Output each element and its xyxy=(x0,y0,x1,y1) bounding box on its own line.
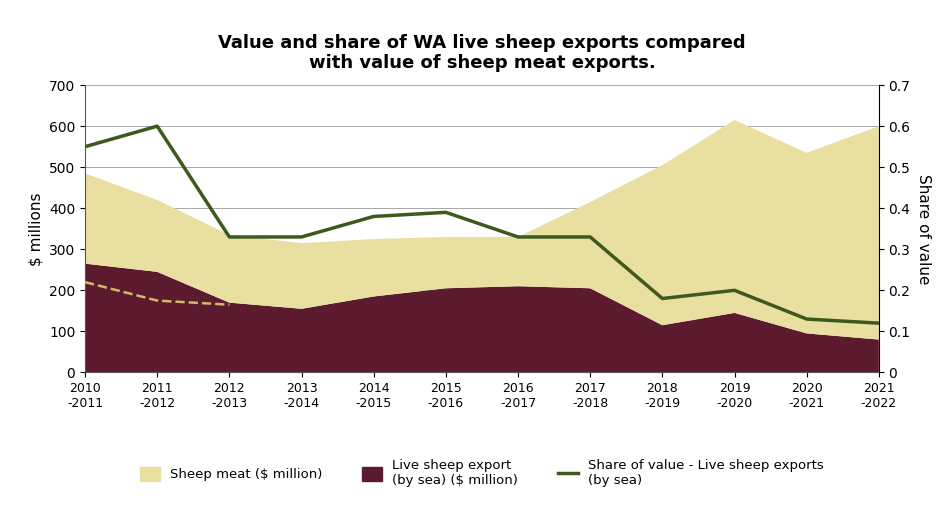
Title: Value and share of WA live sheep exports compared
with value of sheep meat expor: Value and share of WA live sheep exports… xyxy=(218,34,745,72)
Y-axis label: $ millions: $ millions xyxy=(28,192,43,265)
Y-axis label: Share of value: Share of value xyxy=(916,173,931,284)
Legend: Sheep meat ($ million), Live sheep export
(by sea) ($ million), Share of value -: Sheep meat ($ million), Live sheep expor… xyxy=(140,460,823,487)
